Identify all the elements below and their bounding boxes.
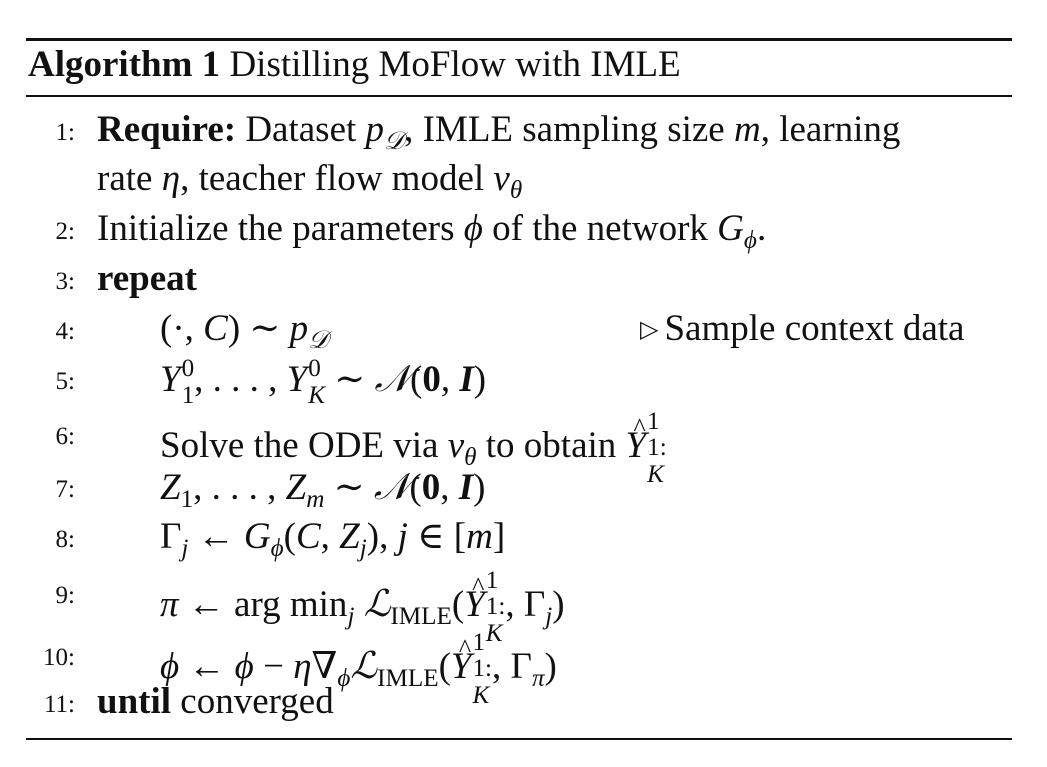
math-g-phi: Gϕ [717,208,757,255]
line-text: to obtain [485,425,617,467]
line-comment: ▷ Sample context data [640,308,965,349]
comment-triangle-icon: ▷ [640,317,659,343]
math-v-theta: vθ [493,158,523,205]
algorithm-line-4: 4: (·, C) ∼ p𝒟 ▷ Sample context data [0,304,1047,354]
math-sample-context: (·, C) ∼ p𝒟 [160,308,329,355]
line-number: 11: [43,691,75,718]
line-text: , teacher flow model [180,158,485,199]
algorithm-line-9: 9: π ← arg minj ℒIMLE(Y11:K, Γj) [0,562,1047,646]
require-keyword: Require: [97,109,237,150]
line-number: 5: [55,368,75,395]
line-number: 6: [55,423,75,450]
math-argmin: π ← arg minj ℒIMLE(Y11:K, Γj) [160,562,565,647]
math-y-hat: Y11:K [626,403,667,487]
line-text: rate [97,158,153,199]
repeat-keyword: repeat [97,258,197,299]
algorithm-line-10: 10: ϕ ← ϕ − η∇ϕℒIMLE(Y11:K, Γπ) [0,624,1047,708]
line-number: 9: [55,582,75,609]
algorithm-line-8: 8: Γj ← Gϕ(C, Zj), j ∈ [m] [0,512,1047,562]
algorithm-line-6: 6: Solve the ODE via vθ to obtain Y11:K [0,403,1047,487]
header-rule [26,95,1012,97]
algorithm-line-11: 11: until converged [0,677,1047,727]
line-number: 7: [55,476,75,503]
until-keyword: until [97,681,172,722]
line-text: converged [180,681,334,722]
bottom-rule [26,738,1012,740]
algorithm-line-1-continued: rate η, teacher flow model vθ [0,154,1047,204]
line-text: Solve the ODE via [160,425,439,467]
line-text: , IMLE sampling size [404,109,725,150]
math-dataset: p𝒟 [365,109,405,156]
algorithm-line-7: 7: Z1, . . . , Zm ∼ 𝒩(0, I) [0,462,1047,512]
algorithm-line-1: 1: Require: Dataset p𝒟, IMLE sampling si… [0,105,1047,155]
algorithm-line-3: 3: repeat [0,254,1047,304]
math-update: ϕ ← ϕ − η∇ϕℒIMLE(Y11:K, Γπ) [160,624,557,709]
math-phi: ϕ [463,208,483,249]
line-number: 3: [55,268,75,295]
math-eta: η [161,158,181,199]
math-noise-z: Z1, . . . , Zm ∼ 𝒩(0, I) [160,465,486,514]
algorithm-line-2: 2: Initialize the parameters ϕ of the ne… [0,204,1047,254]
algorithm-title: Distilling MoFlow with IMLE [229,44,681,85]
algorithm-label: Algorithm 1 [28,44,221,85]
math-m: m [733,109,761,150]
line-text: , learning [760,109,901,150]
math-gamma-assign: Γj ← Gϕ(C, Zj), j ∈ [m] [160,516,506,563]
line-number: 8: [55,526,75,553]
line-number: 2: [55,218,75,245]
algorithm-header: Algorithm 1 Distilling MoFlow with IMLE [28,40,681,90]
line-number: 10: [43,644,75,671]
line-number: 1: [55,119,75,146]
top-rule [26,38,1012,41]
line-text: Initialize the parameters [97,208,455,249]
line-text: Dataset [245,109,357,150]
math-v-theta: vθ [447,425,477,472]
line-number: 4: [55,318,75,345]
line-text: of the network [492,208,708,249]
